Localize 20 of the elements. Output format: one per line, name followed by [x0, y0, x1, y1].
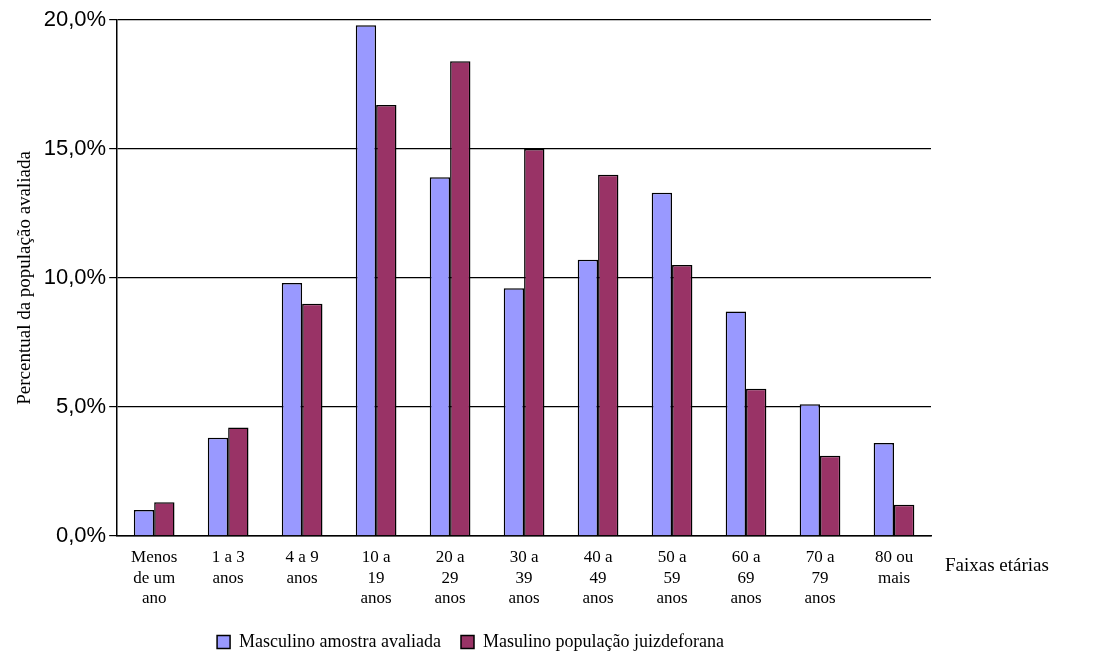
y-axis-title: Percentual da população avaliada: [13, 150, 35, 405]
x-tick-label: 1 a 3 anos: [211, 547, 245, 587]
legend-label: Masulino população juizdeforana: [483, 630, 724, 651]
x-tick-label: 60 a 69 anos: [730, 547, 762, 608]
x-tick-label: 40 a 49 anos: [582, 547, 614, 608]
x-tick-label: 70 a 79 anos: [804, 547, 836, 608]
x-tick-label: 80 ou mais: [874, 547, 914, 587]
y-tick-label: 20,0%: [43, 6, 107, 32]
x-tick-label: 20 a 29 anos: [434, 547, 466, 608]
x-tick-label: Menos de um ano: [131, 547, 178, 608]
x-tick-label: 30 a 39 anos: [508, 547, 540, 608]
x-tick-label: 50 a 59 anos: [656, 547, 688, 608]
y-tick-label: 0,0%: [56, 521, 107, 547]
x-axis-title: Faixas etárias: [945, 553, 1049, 575]
x-tick-label: 4 a 9 anos: [285, 547, 319, 587]
y-tick-label: 10,0%: [43, 263, 107, 289]
y-tick-label: 5,0%: [56, 392, 107, 418]
legend-label: Masculino amostra avaliada: [239, 630, 442, 651]
y-tick-label: 15,0%: [43, 135, 107, 161]
x-tick-label: 10 a 19 anos: [360, 547, 392, 608]
